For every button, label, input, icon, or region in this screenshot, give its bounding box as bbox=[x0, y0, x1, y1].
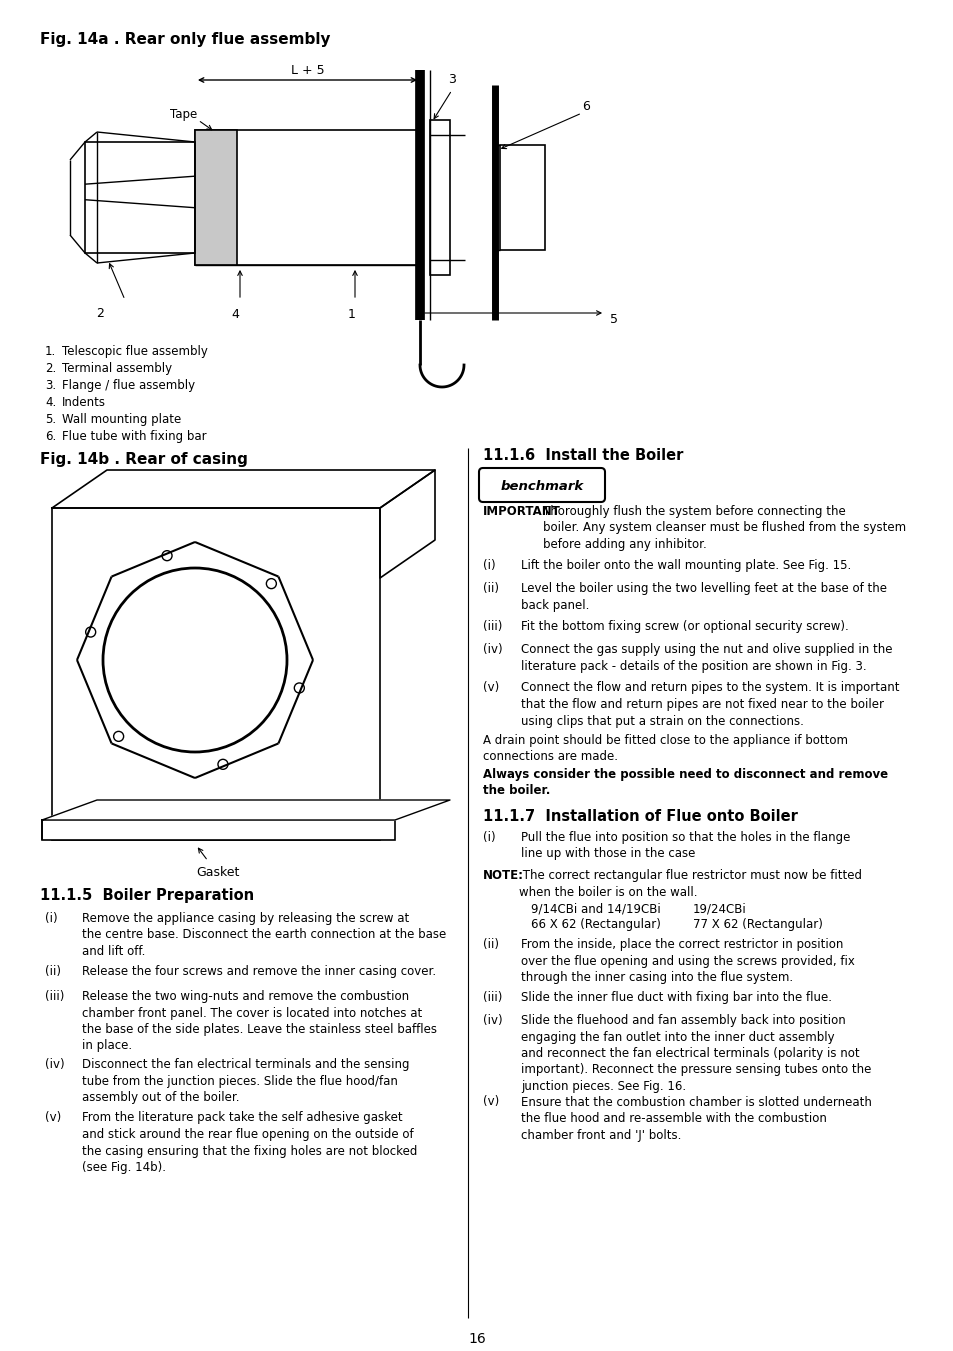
Text: Tape: Tape bbox=[170, 108, 197, 122]
Bar bbox=[42, 820, 395, 840]
Text: IMPORTANT: IMPORTANT bbox=[482, 505, 560, 517]
Text: Slide the fluehood and fan assembly back into position
engaging the fan outlet i: Slide the fluehood and fan assembly back… bbox=[520, 1015, 870, 1093]
Text: Slide the inner flue duct with fixing bar into the flue.: Slide the inner flue duct with fixing ba… bbox=[520, 990, 831, 1004]
Text: Indents: Indents bbox=[62, 396, 106, 409]
Text: From the literature pack take the self adhesive gasket
and stick around the rear: From the literature pack take the self a… bbox=[82, 1112, 417, 1174]
Text: The correct rectangular flue restrictor must now be fitted
when the boiler is on: The correct rectangular flue restrictor … bbox=[518, 869, 862, 898]
Text: (v): (v) bbox=[45, 1112, 61, 1124]
Text: 4.: 4. bbox=[45, 396, 56, 409]
Text: NOTE:: NOTE: bbox=[482, 869, 523, 882]
Text: 11.1.5  Boiler Preparation: 11.1.5 Boiler Preparation bbox=[40, 888, 253, 902]
Text: Wall mounting plate: Wall mounting plate bbox=[62, 413, 181, 426]
Text: (iv): (iv) bbox=[482, 1015, 502, 1027]
Text: Remove the appliance casing by releasing the screw at
the centre base. Disconnec: Remove the appliance casing by releasing… bbox=[82, 912, 446, 958]
Bar bbox=[194, 130, 419, 265]
Text: 3.: 3. bbox=[45, 380, 56, 392]
Text: 6: 6 bbox=[581, 100, 589, 113]
Text: Connect the gas supply using the nut and olive supplied in the
literature pack -: Connect the gas supply using the nut and… bbox=[520, 643, 892, 673]
Text: Always consider the possible need to disconnect and remove
the boiler.: Always consider the possible need to dis… bbox=[482, 767, 887, 797]
Text: Fit the bottom fixing screw (or optional security screw).: Fit the bottom fixing screw (or optional… bbox=[520, 620, 848, 634]
Text: (ii): (ii) bbox=[482, 582, 498, 594]
Polygon shape bbox=[379, 470, 435, 578]
Text: (i): (i) bbox=[482, 558, 496, 571]
Text: Fig. 14a . Rear only flue assembly: Fig. 14a . Rear only flue assembly bbox=[40, 32, 330, 47]
Text: 77 X 62 (Rectangular): 77 X 62 (Rectangular) bbox=[692, 917, 822, 931]
Text: Thoroughly flush the system before connecting the
boiler. Any system cleanser mu: Thoroughly flush the system before conne… bbox=[542, 505, 905, 551]
Text: Disconnect the fan electrical terminals and the sensing
tube from the junction p: Disconnect the fan electrical terminals … bbox=[82, 1058, 409, 1104]
Text: L + 5: L + 5 bbox=[291, 63, 324, 77]
Text: Flue tube with fixing bar: Flue tube with fixing bar bbox=[62, 430, 207, 443]
Text: 2.: 2. bbox=[45, 362, 56, 376]
Text: Lift the boiler onto the wall mounting plate. See Fig. 15.: Lift the boiler onto the wall mounting p… bbox=[520, 558, 850, 571]
Text: Connect the flow and return pipes to the system. It is important
that the flow a: Connect the flow and return pipes to the… bbox=[520, 681, 899, 727]
Text: (iii): (iii) bbox=[482, 990, 502, 1004]
Text: Gasket: Gasket bbox=[196, 866, 239, 880]
Bar bbox=[85, 142, 194, 253]
Text: 4: 4 bbox=[231, 308, 238, 322]
Text: Terminal assembly: Terminal assembly bbox=[62, 362, 172, 376]
Text: (iii): (iii) bbox=[45, 990, 64, 1002]
Text: 66 X 62 (Rectangular): 66 X 62 (Rectangular) bbox=[531, 917, 660, 931]
Text: From the inside, place the correct restrictor in position
over the flue opening : From the inside, place the correct restr… bbox=[520, 938, 854, 984]
Text: 16: 16 bbox=[468, 1332, 485, 1346]
Text: Flange / flue assembly: Flange / flue assembly bbox=[62, 380, 195, 392]
Bar bbox=[499, 145, 544, 250]
Text: Fig. 14b . Rear of casing: Fig. 14b . Rear of casing bbox=[40, 453, 248, 467]
Text: (v): (v) bbox=[482, 681, 498, 694]
FancyBboxPatch shape bbox=[478, 467, 604, 503]
Text: 1: 1 bbox=[348, 308, 355, 322]
Text: (i): (i) bbox=[482, 831, 496, 844]
Text: 11.1.7  Installation of Flue onto Boiler: 11.1.7 Installation of Flue onto Boiler bbox=[482, 809, 797, 824]
Text: (iv): (iv) bbox=[482, 643, 502, 657]
Polygon shape bbox=[42, 800, 450, 820]
Text: 9/14CBi and 14/19CBi: 9/14CBi and 14/19CBi bbox=[531, 902, 660, 916]
Text: (i): (i) bbox=[45, 912, 57, 925]
Text: 1.: 1. bbox=[45, 345, 56, 358]
Text: 2: 2 bbox=[96, 307, 104, 320]
Text: 5.: 5. bbox=[45, 413, 56, 426]
Text: 19/24CBi: 19/24CBi bbox=[692, 902, 746, 916]
Text: (iv): (iv) bbox=[45, 1058, 65, 1071]
Bar bbox=[430, 120, 450, 276]
Text: Level the boiler using the two levelling feet at the base of the
back panel.: Level the boiler using the two levelling… bbox=[520, 582, 886, 612]
Text: (iii): (iii) bbox=[482, 620, 502, 634]
Polygon shape bbox=[52, 470, 435, 508]
Text: 11.1.6  Install the Boiler: 11.1.6 Install the Boiler bbox=[482, 449, 682, 463]
Bar bbox=[52, 508, 379, 840]
Text: (ii): (ii) bbox=[482, 938, 498, 951]
Text: 5: 5 bbox=[609, 313, 618, 326]
Text: benchmark: benchmark bbox=[500, 480, 583, 493]
Text: Ensure that the combustion chamber is slotted underneath
the flue hood and re-as: Ensure that the combustion chamber is sl… bbox=[520, 1096, 871, 1142]
Text: Pull the flue into position so that the holes in the flange
line up with those i: Pull the flue into position so that the … bbox=[520, 831, 849, 861]
Text: Telescopic flue assembly: Telescopic flue assembly bbox=[62, 345, 208, 358]
Bar bbox=[194, 130, 236, 265]
Text: Release the two wing-nuts and remove the combustion
chamber front panel. The cov: Release the two wing-nuts and remove the… bbox=[82, 990, 436, 1052]
Text: 6.: 6. bbox=[45, 430, 56, 443]
Text: (v): (v) bbox=[482, 1096, 498, 1109]
Text: 3: 3 bbox=[448, 73, 456, 86]
Text: Release the four screws and remove the inner casing cover.: Release the four screws and remove the i… bbox=[82, 966, 436, 978]
Text: A drain point should be fitted close to the appliance if bottom
connections are : A drain point should be fitted close to … bbox=[482, 734, 847, 763]
Text: (ii): (ii) bbox=[45, 966, 61, 978]
